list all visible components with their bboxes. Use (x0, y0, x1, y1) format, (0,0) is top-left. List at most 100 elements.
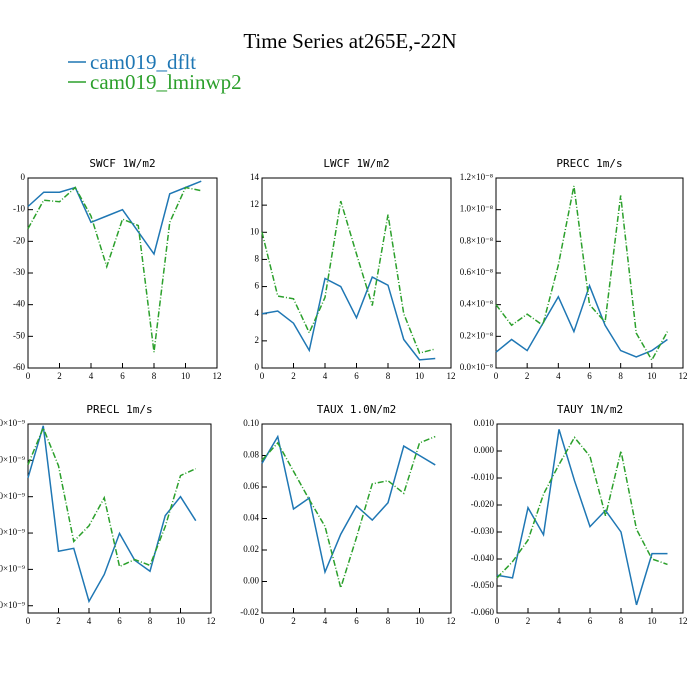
x-tick-label: 2 (57, 371, 62, 381)
x-tick-label: 2 (291, 616, 296, 626)
y-tick-label: -0.050 (471, 580, 495, 590)
y-tick-label: -30 (13, 267, 25, 277)
y-tick-label: -50 (13, 330, 25, 340)
y-tick-label: -0.060 (471, 607, 495, 617)
series-line (261, 276, 436, 361)
x-tick-label: 10 (648, 616, 658, 626)
x-tick-label: 0 (260, 616, 265, 626)
y-tick-label: 0 (21, 172, 26, 182)
panel-title: SWCF 1W/m2 (89, 157, 155, 170)
x-tick-label: 4 (87, 616, 92, 626)
y-tick-label: -10 (13, 204, 25, 214)
legend-label: cam019_lminwp2 (90, 70, 242, 94)
y-tick-label: 4 (255, 308, 260, 318)
x-tick-label: 12 (207, 616, 216, 626)
y-tick-label: 1.0×10⁻⁹ (0, 600, 25, 610)
y-tick-label: 0.02 (243, 544, 259, 554)
x-tick-label: 6 (587, 371, 592, 381)
x-tick-label: 8 (148, 616, 153, 626)
x-tick-label: 0 (26, 616, 31, 626)
x-tick-label: 12 (679, 371, 688, 381)
y-tick-label: 14 (250, 172, 260, 182)
y-tick-label: 0.06 (243, 481, 259, 491)
x-tick-label: 8 (386, 616, 391, 626)
panel-title: TAUY 1N/m2 (557, 403, 623, 416)
x-tick-label: 4 (556, 371, 561, 381)
y-tick-label: 0.4×10⁻⁸ (460, 299, 493, 309)
series-line (27, 180, 202, 256)
x-tick-label: 4 (89, 371, 94, 381)
y-tick-label: 5.0×10⁻⁹ (0, 454, 25, 464)
x-tick-label: 2 (56, 616, 61, 626)
series-line (261, 200, 436, 354)
x-tick-label: 0 (26, 371, 31, 381)
y-tick-label: 8 (255, 253, 260, 263)
series-line (261, 434, 436, 575)
y-tick-label: -60 (13, 362, 25, 372)
x-tick-label: 6 (117, 616, 122, 626)
y-tick-label: 0.8×10⁻⁸ (460, 235, 493, 245)
series-line (27, 186, 202, 353)
x-tick-label: 2 (526, 616, 531, 626)
y-tick-label: -20 (13, 235, 25, 245)
series-line (261, 435, 436, 591)
y-tick-label: -0.02 (240, 607, 259, 617)
panel-title: LWCF 1W/m2 (323, 157, 389, 170)
x-tick-label: 12 (679, 616, 688, 626)
y-tick-label: 0.10 (243, 418, 259, 428)
y-tick-label: 6 (255, 281, 260, 291)
y-tick-label: 0.000 (474, 445, 495, 455)
x-tick-label: 10 (176, 616, 186, 626)
figure-title: Time Series at265E,-22N (243, 29, 456, 53)
x-tick-label: 10 (415, 371, 425, 381)
y-tick-label: 6.0×10⁻⁹ (0, 418, 25, 428)
x-tick-label: 8 (618, 371, 623, 381)
x-tick-label: 12 (213, 371, 222, 381)
y-tick-label: 0.0×10⁻⁸ (460, 362, 493, 372)
y-tick-label: 0.04 (243, 513, 259, 523)
y-tick-label: -0.030 (471, 526, 495, 536)
series-line (495, 185, 669, 362)
x-tick-label: 4 (323, 616, 328, 626)
x-tick-label: 12 (447, 616, 456, 626)
series-line (27, 425, 197, 604)
y-tick-label: 12 (250, 199, 259, 209)
y-tick-label: -0.010 (471, 472, 495, 482)
x-tick-label: 10 (181, 371, 191, 381)
y-tick-label: 4.0×10⁻⁹ (0, 491, 25, 501)
panel-title: PRECL 1m/s (86, 403, 152, 416)
x-tick-label: 6 (120, 371, 125, 381)
x-tick-label: 4 (323, 371, 328, 381)
y-tick-label: -0.020 (471, 499, 495, 509)
y-tick-label: 1.2×10⁻⁸ (460, 172, 493, 182)
x-tick-label: 2 (291, 371, 296, 381)
series-line (496, 436, 668, 579)
x-tick-label: 10 (415, 616, 425, 626)
x-tick-label: 8 (386, 371, 391, 381)
x-tick-label: 12 (447, 371, 456, 381)
x-tick-label: 6 (354, 616, 359, 626)
y-tick-label: 2.0×10⁻⁹ (0, 563, 25, 573)
y-tick-label: 0.6×10⁻⁸ (460, 267, 493, 277)
panel-title: PRECC 1m/s (556, 157, 622, 170)
y-tick-label: 1.0×10⁻⁸ (460, 204, 493, 214)
x-tick-label: 2 (525, 371, 530, 381)
series-line (27, 426, 197, 568)
y-tick-label: 0 (255, 362, 260, 372)
series-line (495, 283, 668, 358)
x-tick-label: 8 (619, 616, 624, 626)
x-tick-label: 0 (260, 371, 265, 381)
x-tick-label: 10 (647, 371, 657, 381)
y-tick-label: 0.2×10⁻⁸ (460, 330, 493, 340)
y-tick-label: -0.040 (471, 553, 495, 563)
y-tick-label: 2 (255, 335, 260, 345)
x-tick-label: 8 (152, 371, 157, 381)
x-tick-label: 6 (354, 371, 359, 381)
x-tick-label: 4 (557, 616, 562, 626)
y-tick-label: 0.010 (474, 418, 495, 428)
y-tick-label: 0.00 (243, 576, 259, 586)
y-tick-label: 3.0×10⁻⁹ (0, 527, 25, 537)
panel-title: TAUX 1.0N/m2 (317, 403, 396, 416)
